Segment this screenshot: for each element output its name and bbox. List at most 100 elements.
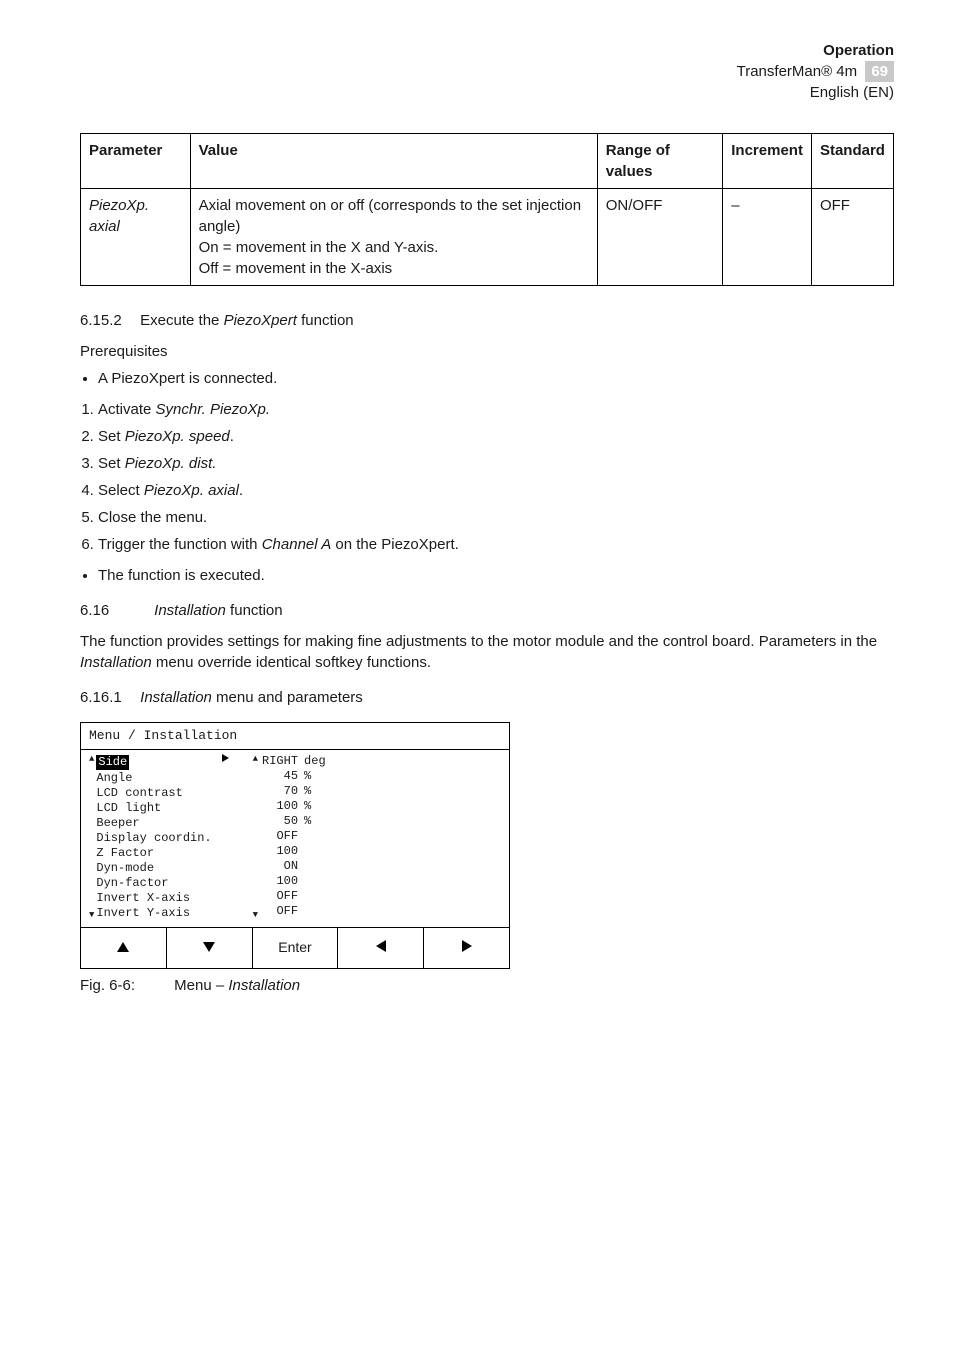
scroll-down-icon: ▼ [253, 911, 258, 920]
cell-range: ON/OFF [597, 189, 723, 286]
header-title: Operation [737, 40, 894, 61]
step-pre: Trigger the function with [98, 536, 262, 553]
section-title-it: PiezoXpert [224, 312, 297, 329]
list-item: Trigger the function with Channel A on t… [98, 534, 894, 555]
triangle-right-icon [462, 940, 472, 952]
section-title-it: Installation [154, 602, 226, 619]
step-pre: Set [98, 455, 125, 472]
softkey-down[interactable] [167, 928, 253, 968]
section-title-post: function [297, 312, 354, 329]
section-6-16-heading: 6.16 Installation function [80, 600, 894, 621]
page-number: 69 [865, 61, 894, 82]
table-header-row: Parameter Value Range of values Incremen… [81, 134, 894, 189]
list-item: Set PiezoXp. dist. [98, 453, 894, 474]
menu-item[interactable]: Display coordin. [96, 831, 211, 846]
menu-footer: Enter [81, 927, 509, 968]
menu-item-list: Side Angle LCD contrast LCD light Beeper… [96, 754, 211, 921]
list-item: Close the menu. [98, 507, 894, 528]
menu-item[interactable]: Z Factor [96, 846, 211, 861]
step-it: PiezoXp. axial [144, 482, 239, 499]
menu-item[interactable]: LCD contrast [96, 786, 211, 801]
body-post: menu override identical softkey function… [152, 654, 431, 671]
menu-values-block: RIGHT 45 70 100 50 OFF 100 ON 100 OFF OF… [262, 754, 326, 921]
softkey-right[interactable] [424, 928, 509, 968]
cell-parameter: PiezoXp. axial [81, 189, 191, 286]
prerequisites-label: Prerequisites [80, 341, 894, 362]
menu-value: 70 [262, 784, 298, 799]
figure-6-6: Menu / Installation ▲ ▼ Side Angle LCD c… [80, 722, 894, 996]
menu-item-selected[interactable]: Side [96, 755, 129, 770]
menu-screen: Menu / Installation ▲ ▼ Side Angle LCD c… [80, 722, 510, 969]
figure-caption: Fig. 6-6: Menu – Installation [80, 975, 894, 996]
menu-unit: % [304, 769, 326, 784]
menu-item[interactable]: Dyn-mode [96, 861, 211, 876]
figure-label-pre: Menu – [174, 977, 228, 994]
body-it: Installation [80, 654, 152, 671]
th-increment: Increment [723, 134, 812, 189]
menu-value: 100 [262, 844, 298, 859]
menu-item[interactable]: LCD light [96, 801, 211, 816]
section-title-post: function [226, 602, 283, 619]
menu-value: OFF [262, 829, 298, 844]
list-item: The function is executed. [98, 565, 894, 586]
menu-item[interactable]: Invert X-axis [96, 891, 211, 906]
step-post: . [230, 428, 234, 445]
table-row: PiezoXp. axial Axial movement on or off … [81, 189, 894, 286]
result-list: The function is executed. [80, 565, 894, 586]
menu-item[interactable]: Angle [96, 771, 211, 786]
list-item: Set PiezoXp. speed. [98, 426, 894, 447]
step-pre: Select [98, 482, 144, 499]
section-number: 6.16 [80, 600, 150, 621]
selector-arrow-icon [222, 754, 229, 762]
menu-item[interactable]: Beeper [96, 816, 211, 831]
scroll-indicator-right: ▲ ▼ [253, 754, 258, 921]
step-pre: Close the menu. [98, 509, 207, 526]
step-it: Channel A [262, 536, 332, 553]
step-pre: Set [98, 428, 125, 445]
header-lang: English (EN) [737, 82, 894, 103]
softkey-enter[interactable]: Enter [253, 928, 339, 968]
menu-title: Menu / Installation [81, 723, 509, 750]
scroll-down-icon: ▼ [89, 911, 94, 920]
th-value: Value [190, 134, 597, 189]
section-6-16-1-heading: 6.16.1 Installation menu and parameters [80, 687, 894, 708]
section-6-16-body: The function provides settings for makin… [80, 631, 894, 673]
menu-unit: deg [304, 754, 326, 769]
menu-value: 100 [262, 874, 298, 889]
step-post: on the PiezoXpert. [331, 536, 459, 553]
menu-units-list: deg % % % % [304, 754, 326, 921]
section-title-post: menu and parameters [212, 689, 363, 706]
softkey-up[interactable] [81, 928, 167, 968]
page-header: Operation TransferMan® 4m 69 English (EN… [80, 40, 894, 103]
menu-body: ▲ ▼ Side Angle LCD contrast LCD light Be… [81, 750, 509, 927]
prerequisites-list: A PiezoXpert is connected. [80, 368, 894, 389]
th-parameter: Parameter [81, 134, 191, 189]
th-range: Range of values [597, 134, 723, 189]
menu-list-column: ▲ ▼ Side Angle LCD contrast LCD light Be… [89, 754, 212, 921]
step-it: PiezoXp. dist. [125, 455, 217, 472]
triangle-up-icon [117, 942, 129, 952]
softkey-left[interactable] [338, 928, 424, 968]
figure-label-it: Installation [228, 977, 300, 994]
menu-item[interactable]: Invert Y-axis [96, 906, 211, 921]
step-it: Synchr. PiezoXp. [156, 401, 271, 418]
body-pre: The function provides settings for makin… [80, 633, 877, 650]
section-title-pre: Execute the [140, 312, 223, 329]
figure-number: Fig. 6-6: [80, 975, 170, 996]
header-product-line: TransferMan® 4m 69 [737, 61, 894, 82]
cell-standard: OFF [811, 189, 893, 286]
header-block: Operation TransferMan® 4m 69 English (EN… [737, 40, 894, 103]
section-title-it: Installation [140, 689, 212, 706]
parameter-table: Parameter Value Range of values Incremen… [80, 133, 894, 286]
step-it: PiezoXp. speed [125, 428, 230, 445]
cell-value: Axial movement on or off (corresponds to… [190, 189, 597, 286]
triangle-down-icon [203, 942, 215, 952]
menu-value: ON [262, 859, 298, 874]
menu-item[interactable]: Dyn-factor [96, 876, 211, 891]
menu-value: 45 [262, 769, 298, 784]
menu-values-list: RIGHT 45 70 100 50 OFF 100 ON 100 OFF OF… [262, 754, 298, 921]
header-product: TransferMan® 4m [737, 63, 858, 80]
list-item: Select PiezoXp. axial. [98, 480, 894, 501]
menu-unit: % [304, 814, 326, 829]
menu-unit: % [304, 784, 326, 799]
